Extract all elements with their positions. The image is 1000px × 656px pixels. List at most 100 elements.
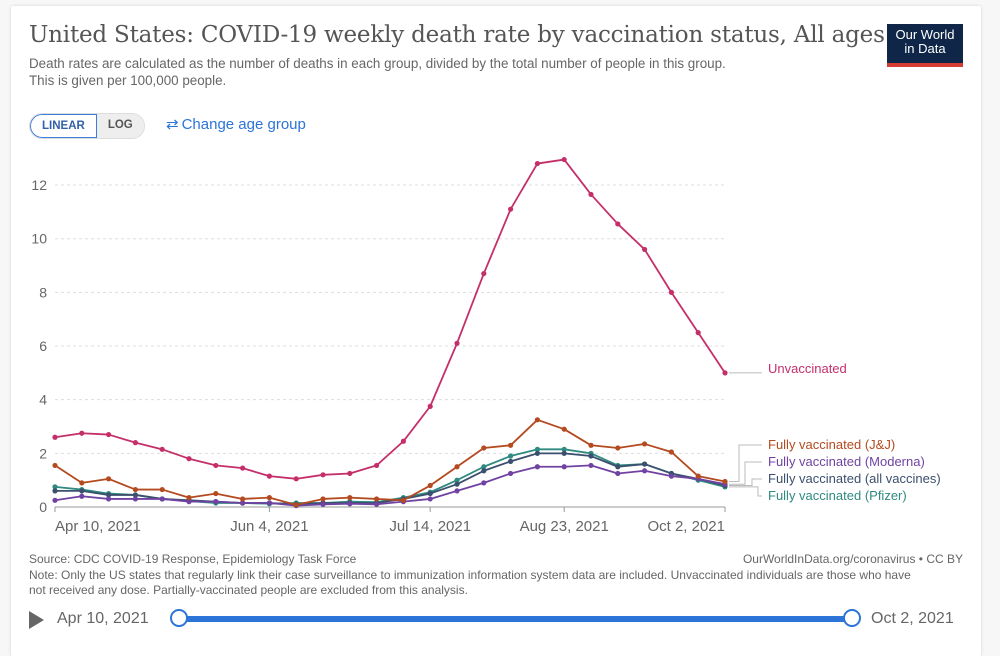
data-point (186, 495, 192, 501)
data-point (454, 464, 460, 470)
data-point (79, 488, 85, 494)
data-point (642, 246, 648, 253)
logo-line-2: in Data (904, 41, 946, 56)
timeline-end-handle[interactable] (843, 609, 861, 627)
legend-label: Unvaccinated (768, 361, 847, 376)
data-point (454, 340, 460, 346)
data-point (668, 289, 675, 295)
data-point (400, 438, 406, 444)
data-point (642, 441, 648, 447)
data-point (106, 492, 112, 498)
data-point (427, 496, 433, 502)
data-point (159, 486, 165, 493)
data-point (642, 461, 648, 467)
data-point (266, 473, 272, 479)
data-point (79, 430, 85, 436)
x-tick-label: Jun 4, 2021 (230, 518, 308, 535)
data-point (52, 497, 58, 503)
line-chart: 0 2 4 6 8 10 12 Apr 10, 2021 Jun 4, 2021 Jul 14, … (31, 156, 941, 535)
data-point (240, 465, 246, 471)
data-point (427, 403, 433, 409)
data-point (588, 191, 594, 198)
data-point (79, 480, 85, 486)
data-point (454, 477, 460, 483)
data-point (159, 446, 165, 452)
data-point (722, 478, 728, 485)
legend-label: Fully vaccinated (Moderna) (768, 454, 925, 469)
data-point (454, 481, 460, 487)
data-point (52, 462, 58, 469)
timeline: Apr 10, 2021 Oct 2, 2021 (29, 608, 969, 632)
note-text: Note: Only the US states that regularly … (29, 568, 911, 597)
linear-scale-button[interactable]: LINEAR (30, 114, 97, 138)
chart-card (11, 6, 981, 656)
data-point (106, 431, 112, 438)
data-point (266, 495, 272, 501)
data-point (132, 492, 138, 498)
data-point (695, 473, 701, 479)
series-line-1 (54, 418, 726, 506)
legend-label: Fully vaccinated (J&J) (768, 437, 895, 452)
data-point (588, 453, 594, 459)
data-point (508, 470, 514, 477)
data-point (668, 473, 675, 479)
y-tick-label: 2 (39, 445, 47, 461)
data-point (454, 488, 460, 494)
data-point (293, 476, 299, 482)
legend-connector (729, 486, 762, 497)
source-url-link[interactable]: OurWorldInData.org/coronavirus • CC BY (742, 552, 963, 566)
data-point (534, 446, 541, 452)
data-point (534, 160, 541, 167)
data-point (668, 449, 675, 455)
owid-logo[interactable]: Our World in Data (887, 24, 963, 67)
data-point (186, 456, 192, 462)
data-point (240, 496, 246, 502)
data-point (347, 495, 353, 501)
y-tick-label: 4 (39, 392, 47, 408)
change-age-group-label: Change age group (181, 116, 306, 133)
timeline-start-handle[interactable] (170, 609, 188, 627)
data-point (561, 450, 567, 456)
series-line-4 (54, 448, 726, 505)
change-age-group-button[interactable]: ⇄ Change age group (166, 115, 306, 133)
data-point (534, 464, 541, 470)
data-point (481, 464, 487, 470)
data-point (132, 440, 138, 446)
data-point (213, 490, 219, 497)
data-point (481, 480, 487, 486)
data-point (508, 453, 514, 459)
logo-line-1: Our World (895, 27, 955, 42)
data-point (481, 445, 487, 451)
y-tick-label: 12 (31, 177, 47, 193)
data-point (615, 470, 621, 477)
play-icon[interactable] (29, 611, 44, 629)
data-point (481, 468, 487, 474)
y-tick-label: 10 (31, 231, 47, 247)
y-tick-label: 0 (39, 499, 47, 515)
scale-toggle: LINEAR LOG (29, 113, 145, 139)
subtitle-line-1: Death rates are calculated as the number… (29, 56, 726, 71)
data-point (320, 501, 326, 507)
data-point (106, 496, 112, 502)
data-point (347, 501, 353, 507)
data-point (293, 502, 299, 508)
chart-title: United States: COVID-19 weekly death rat… (29, 22, 885, 48)
data-point (213, 462, 219, 469)
series-line-2 (54, 464, 726, 507)
swap-arrows-icon: ⇄ (166, 116, 179, 133)
data-point (320, 472, 326, 478)
x-tick-label: Apr 10, 2021 (55, 518, 141, 535)
y-tick-label: 8 (39, 284, 47, 300)
timeline-track[interactable] (177, 616, 851, 622)
data-point (374, 501, 380, 507)
data-point (561, 426, 567, 432)
data-point (79, 493, 85, 499)
data-point (561, 464, 567, 470)
legend-connector (729, 461, 762, 485)
data-point (347, 470, 353, 477)
data-point (52, 434, 58, 440)
data-point (534, 450, 541, 456)
data-point (561, 156, 567, 163)
log-scale-button[interactable]: LOG (96, 114, 144, 138)
legend-label: Fully vaccinated (all vaccines) (768, 471, 941, 486)
